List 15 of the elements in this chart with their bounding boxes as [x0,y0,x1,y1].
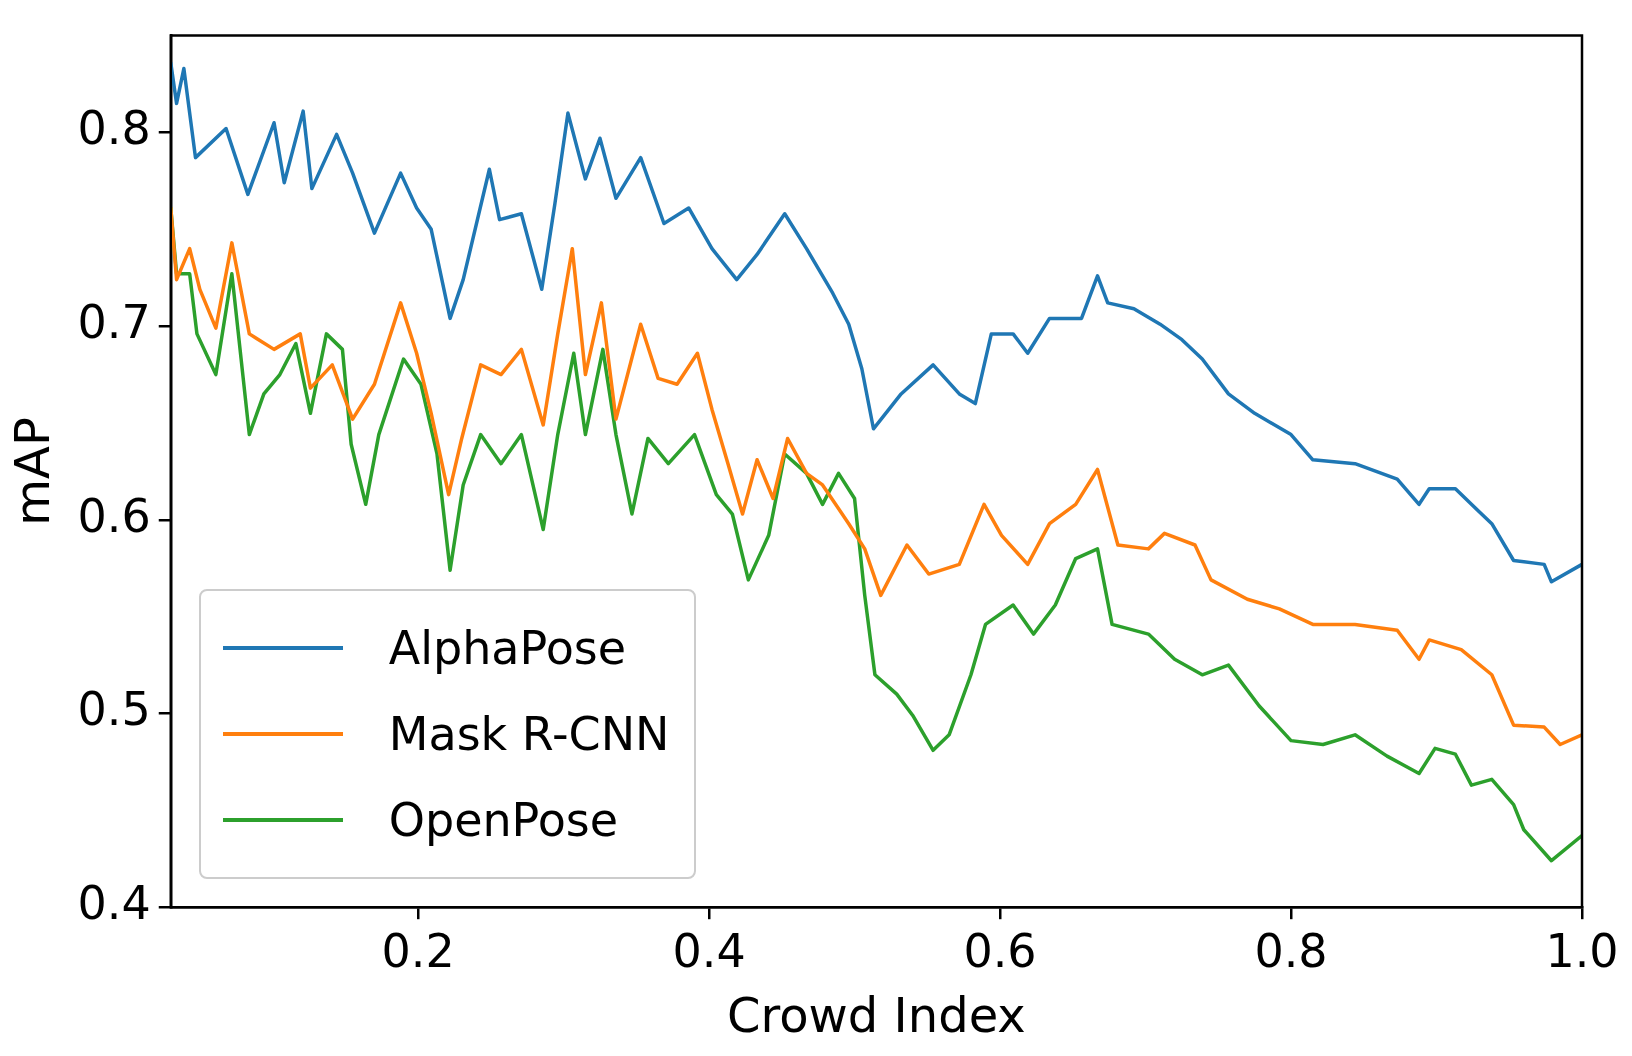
y-tick-label: 0.6 [77,488,151,543]
y-tick-label: 0.4 [77,876,151,931]
y-tick-label: 0.8 [77,101,151,156]
y-tick-label: 0.7 [77,295,151,350]
x-tick-label: 0.8 [1254,923,1328,978]
x-tick-label: 0.6 [963,923,1037,978]
x-tick-label: 0.2 [381,923,455,978]
legend-label: Mask R-CNN [388,707,670,762]
legend-label: AlphaPose [388,621,627,676]
y-tick-label: 0.5 [77,682,151,737]
x-axis-title: Crowd Index [727,986,1026,1043]
y-axis-title: mAP [4,417,61,526]
x-tick-label: 1.0 [1545,923,1619,978]
x-tick-label: 0.4 [672,923,746,978]
legend-label: OpenPose [388,793,619,848]
